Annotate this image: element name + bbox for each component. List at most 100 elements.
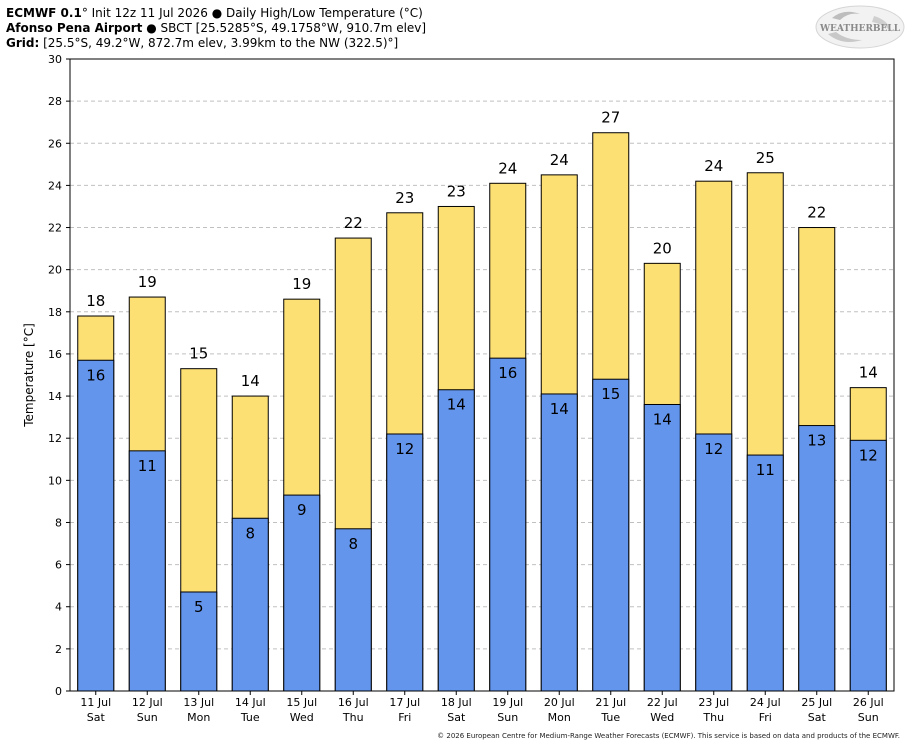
low-bar (489, 357, 527, 692)
x-tick-date: 13 Jul (183, 696, 214, 709)
low-value-label: 8 (348, 535, 358, 553)
x-tick-date: 11 Jul (80, 696, 111, 709)
high-value-label: 22 (344, 214, 363, 232)
low-value-label: 14 (550, 400, 569, 418)
x-tick-date: 22 Jul (647, 696, 678, 709)
x-tick-day: Wed (650, 711, 674, 724)
title-text: ° Init 12z 11 Jul 2026 ● Daily High/Low … (81, 6, 423, 20)
low-value-label: 5 (194, 598, 204, 616)
x-tick-day: Wed (290, 711, 314, 724)
low-bar (283, 494, 321, 692)
high-value-label: 20 (653, 239, 672, 257)
plot-frame (69, 58, 895, 692)
y-tick-label: 18 (48, 306, 62, 319)
x-tick-date: 14 Jul (235, 696, 266, 709)
high-value-label: 23 (447, 182, 466, 200)
station-details: ● SBCT [25.5285°S, 49.1758°W, 910.7m ele… (142, 21, 427, 35)
low-value-label: 16 (86, 366, 105, 384)
low-bar (540, 393, 578, 692)
low-value-label: 12 (859, 446, 878, 464)
y-axis-label: Temperature [°C] (22, 323, 36, 428)
x-tick-date: 19 Jul (492, 696, 523, 709)
y-tick-label: 14 (48, 390, 62, 403)
y-tick-label: 24 (48, 179, 62, 192)
low-value-label: 11 (138, 457, 157, 475)
low-bar (386, 433, 424, 692)
low-bar (798, 425, 836, 692)
station-line: Afonso Pena Airport ● SBCT [25.5285°S, 4… (6, 21, 426, 35)
x-tick-day: Tue (240, 711, 260, 724)
grid-label: Grid: (6, 36, 40, 50)
y-tick-label: 0 (55, 685, 62, 698)
high-value-label: 19 (138, 273, 157, 291)
x-tick-day: Fri (398, 711, 411, 724)
x-tick-date: 16 Jul (338, 696, 369, 709)
x-tick-date: 25 Jul (801, 696, 832, 709)
y-tick-label: 4 (55, 601, 62, 614)
high-value-label: 19 (292, 275, 311, 293)
high-value-label: 27 (601, 109, 620, 127)
grid-details: [25.5°S, 49.2°W, 872.7m elev, 3.99km to … (39, 36, 399, 50)
y-tick-label: 26 (48, 137, 62, 150)
x-tick-date: 12 Jul (132, 696, 163, 709)
x-tick-date: 20 Jul (544, 696, 575, 709)
y-tick-label: 20 (48, 264, 62, 277)
y-tick-label: 28 (48, 95, 62, 108)
low-value-label: 14 (447, 396, 466, 414)
y-tick-label: 30 (48, 53, 62, 66)
high-value-label: 25 (756, 149, 775, 167)
x-tick-day: Sat (447, 711, 466, 724)
low-bar (592, 378, 630, 692)
low-value-label: 13 (807, 432, 826, 450)
x-tick-date: 23 Jul (698, 696, 729, 709)
low-value-labels: 16 11 5 8 9 8 12 14 16 14 15 14 12 11 13 12 (86, 364, 878, 616)
low-value-label: 11 (756, 461, 775, 479)
x-tick-day: Thu (342, 711, 364, 724)
low-bars (77, 357, 887, 692)
y-tick-label: 6 (55, 559, 62, 572)
low-value-label: 16 (498, 364, 517, 382)
y-tick-label: 2 (55, 643, 62, 656)
x-tick-day: Sat (87, 711, 106, 724)
high-value-label: 22 (807, 204, 826, 222)
x-tick-date: 24 Jul (750, 696, 781, 709)
high-value-label: 14 (241, 372, 260, 390)
high-value-label: 15 (189, 345, 208, 363)
low-value-label: 9 (297, 501, 307, 519)
x-axis-ticks: 11 Jul Sat 12 Jul Sun 13 Jul Mon 14 Jul Tue 15 J… (80, 691, 884, 724)
x-tick-date: 15 Jul (286, 696, 317, 709)
station-name: Afonso Pena Airport (6, 21, 143, 35)
x-tick-day: Thu (702, 711, 724, 724)
model-name: ECMWF 0.1 (6, 6, 82, 20)
copyright-footer: © 2026 European Centre for Medium-Range … (437, 732, 900, 740)
y-tick-label: 12 (48, 432, 62, 445)
low-value-label: 8 (245, 524, 255, 542)
weatherbell-logo: WEATHERBELL (814, 4, 906, 50)
x-tick-day: Sat (808, 711, 827, 724)
weatherbell-swirl-icon: WEATHERBELL (815, 5, 905, 49)
high-value-label: 24 (704, 157, 723, 175)
low-value-label: 14 (653, 410, 672, 428)
x-tick-date: 17 Jul (389, 696, 420, 709)
grid-line: Grid: [25.5°S, 49.2°W, 872.7m elev, 3.99… (6, 36, 398, 50)
low-value-label: 12 (704, 440, 723, 458)
y-tick-label: 22 (48, 222, 62, 235)
high-value-label: 24 (550, 151, 569, 169)
low-value-label: 12 (395, 440, 414, 458)
low-bar (128, 450, 166, 692)
chart-title: ECMWF 0.1° Init 12z 11 Jul 2026 ● Daily … (6, 6, 423, 20)
high-value-label: 18 (86, 292, 105, 310)
x-tick-day: Sun (858, 711, 879, 724)
y-tick-label: 8 (55, 516, 62, 529)
x-tick-day: Mon (187, 711, 210, 724)
logo-text: WEATHERBELL (819, 24, 901, 34)
x-tick-day: Tue (600, 711, 620, 724)
high-value-label: 24 (498, 159, 517, 177)
x-tick-day: Mon (548, 711, 571, 724)
y-tick-label: 16 (48, 348, 62, 361)
x-tick-day: Fri (759, 711, 772, 724)
low-bar (849, 439, 887, 692)
high-value-label: 14 (859, 364, 878, 382)
low-bar (437, 389, 475, 692)
